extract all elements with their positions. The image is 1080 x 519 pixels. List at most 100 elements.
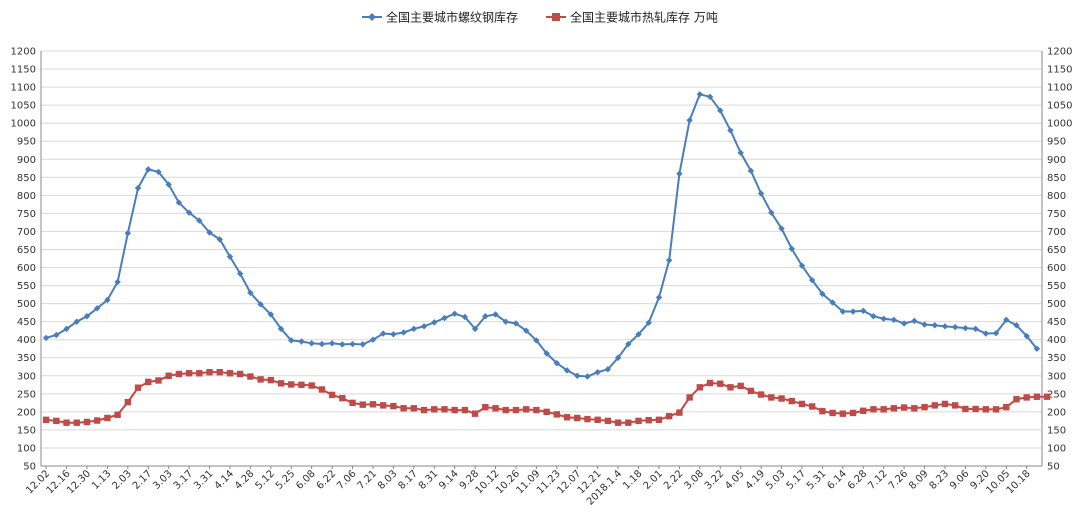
data-point-diamond <box>604 366 612 373</box>
data-point-square <box>522 406 530 413</box>
data-point-square <box>625 419 632 426</box>
x-tick-label: 7.26 <box>887 468 911 492</box>
x-tick-label: 9.14 <box>437 468 461 492</box>
data-point-diamond <box>471 325 479 333</box>
data-point-diamond <box>175 199 183 206</box>
data-point-square <box>839 410 847 417</box>
data-point-diamond <box>196 217 203 224</box>
data-point-square <box>431 406 438 413</box>
data-point-diamond <box>349 340 356 348</box>
data-point-diamond <box>870 313 877 320</box>
data-point-diamond <box>1003 316 1010 324</box>
y-tick-label-right: 600 <box>1047 263 1066 274</box>
data-point-diamond <box>267 311 275 318</box>
data-point-square <box>1023 394 1030 401</box>
data-point-square <box>900 404 908 411</box>
data-point-square <box>216 368 223 376</box>
data-point-square <box>441 406 448 413</box>
x-tick-label: 4.28 <box>233 468 257 492</box>
data-point-square <box>185 370 193 377</box>
data-point-square <box>757 391 765 398</box>
y-tick-label-right: 850 <box>1047 173 1066 184</box>
y-tick-label-left: 750 <box>17 209 36 220</box>
data-point-diamond <box>717 107 724 114</box>
data-point-diamond <box>114 278 121 286</box>
axes: 50 50 100 100 150 150 200 200 250 250 300 300 350 350… <box>11 47 1073 508</box>
data-point-diamond <box>185 209 193 216</box>
data-point-diamond <box>931 322 938 329</box>
y-tick-label-right: 250 <box>1047 389 1066 400</box>
x-tick-label: 8.31 <box>417 468 441 492</box>
y-tick-label-right: 800 <box>1047 191 1066 202</box>
data-point-diamond <box>257 301 264 308</box>
data-point-diamond <box>1013 322 1020 329</box>
y-tick-label-right: 100 <box>1047 443 1066 454</box>
y-tick-label-right: 650 <box>1047 245 1066 256</box>
data-point-diamond <box>941 323 949 330</box>
data-point-square <box>768 394 775 401</box>
data-point-diamond <box>1023 332 1030 340</box>
data-point-square <box>543 408 550 416</box>
data-point-diamond <box>73 318 80 325</box>
data-point-square <box>502 406 509 414</box>
y-tick-label-right: 900 <box>1047 155 1066 166</box>
y-tick-label-left: 950 <box>17 137 36 148</box>
data-point-square <box>410 405 418 412</box>
data-point-diamond <box>768 209 775 216</box>
y-tick-label-left: 300 <box>17 371 36 382</box>
grid-lines <box>41 50 1042 467</box>
data-point-diamond <box>522 327 530 334</box>
x-tick-label: 6.08 <box>294 468 318 492</box>
data-point-square <box>298 381 305 389</box>
data-point-square <box>676 409 683 416</box>
y-tick-label-left: 1200 <box>11 47 36 58</box>
data-point-square <box>563 414 571 421</box>
data-point-diamond <box>165 181 172 188</box>
data-point-square <box>145 378 152 386</box>
data-point-square <box>124 398 132 406</box>
y-tick-label-left: 550 <box>17 281 36 292</box>
y-tick-label-right: 300 <box>1047 371 1066 382</box>
data-point-diamond <box>972 325 979 333</box>
data-point-square <box>665 413 673 420</box>
data-point-diamond <box>645 319 652 326</box>
y-tick-label-left: 500 <box>17 299 36 310</box>
data-point-diamond <box>451 310 458 317</box>
x-tick-label: 8.09 <box>907 468 931 492</box>
x-tick-label: 1.13 <box>90 468 114 492</box>
data-point-diamond <box>533 337 540 344</box>
data-point-square <box>951 402 959 409</box>
x-tick-label: 6.28 <box>846 468 870 492</box>
data-point-square <box>492 405 499 412</box>
data-point-square <box>696 384 704 391</box>
x-tick-label: 3.08 <box>682 468 706 492</box>
data-point-square <box>155 377 162 384</box>
data-point-diamond <box>379 330 387 337</box>
data-point-diamond <box>962 324 969 332</box>
series-line-1 <box>46 371 1048 424</box>
data-point-diamond <box>951 323 959 331</box>
y-tick-label-left: 1050 <box>11 101 36 112</box>
x-tick-label: 4.14 <box>213 468 237 492</box>
data-point-square <box>328 391 336 399</box>
data-point-square <box>921 403 928 411</box>
data-point-square <box>1003 403 1010 411</box>
data-point-diamond <box>900 320 908 327</box>
data-point-square <box>53 417 60 425</box>
data-point-diamond <box>665 257 673 264</box>
data-point-diamond <box>614 354 622 361</box>
data-point-square <box>553 411 561 418</box>
x-tick-label: 3.22 <box>703 468 727 492</box>
data-point-diamond <box>696 91 704 98</box>
series-lines <box>42 91 1051 426</box>
data-point-square <box>880 406 887 413</box>
data-point-diamond <box>563 367 571 374</box>
y-tick-label-right: 200 <box>1047 407 1066 418</box>
y-tick-label-left: 900 <box>17 155 36 166</box>
data-point-diamond <box>921 321 928 328</box>
data-point-square <box>706 379 714 387</box>
y-tick-label-right: 750 <box>1047 209 1066 220</box>
x-tick-label: 4.19 <box>744 468 768 492</box>
